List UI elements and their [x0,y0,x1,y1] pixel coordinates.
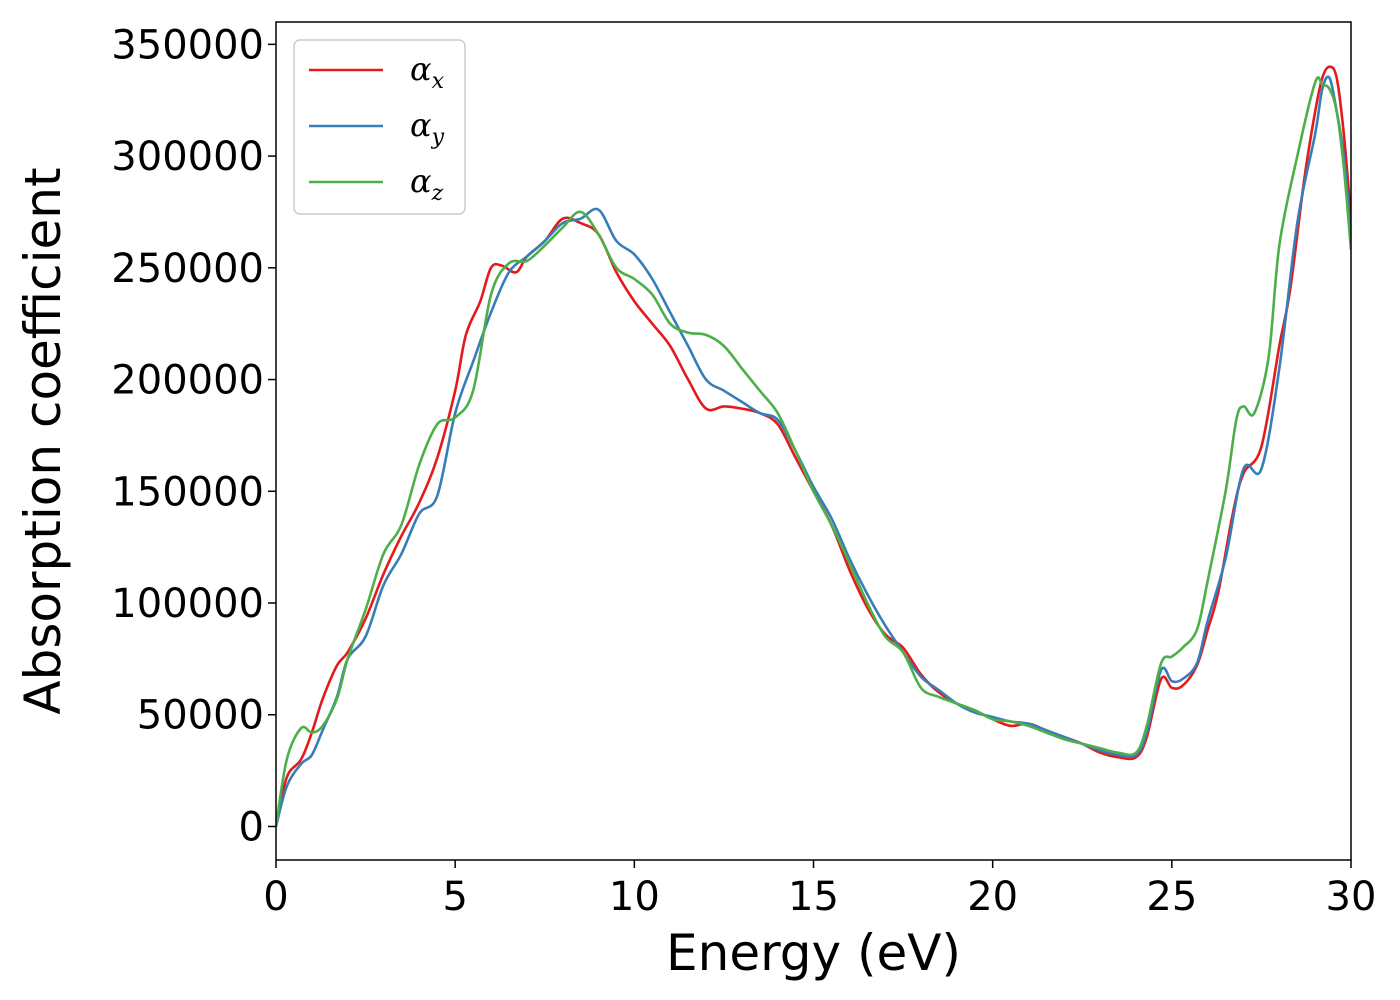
x-tick-label: 10 [609,874,660,920]
x-axis-label: Energy (eV) [666,924,961,982]
x-tick-label: 15 [788,874,839,920]
y-axis-label: Absorption coefficient [14,167,72,714]
x-tick-label: 25 [1146,874,1197,920]
y-tick-label: 150000 [111,469,264,515]
x-tick-label: 20 [967,874,1018,920]
y-tick-label: 300000 [111,134,264,180]
x-tick-label: 5 [442,874,467,920]
series-layer [276,65,1351,827]
y-tick-label: 50000 [137,693,264,739]
y-tick-label: 350000 [111,22,264,68]
y-tick-label: 100000 [111,581,264,627]
series-line-y [276,75,1351,827]
series-line-z [276,76,1351,827]
x-tick-label: 30 [1326,874,1377,920]
y-axis: 0 50000 100000 150000 200000 250000 300000 3500… [111,22,276,850]
x-axis: 0 5 10 15 20 25 30 [263,860,1376,920]
y-tick-label: 250000 [111,246,264,292]
x-tick-label: 0 [263,874,288,920]
y-tick-label: 200000 [111,358,264,404]
y-tick-label: 0 [239,804,264,850]
